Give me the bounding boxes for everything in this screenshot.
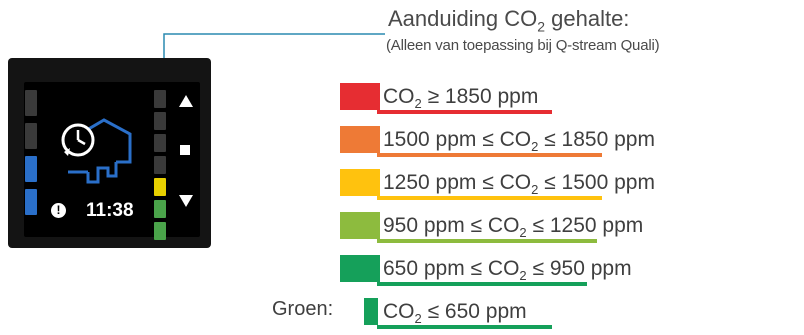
level-underline	[377, 282, 587, 286]
subtitle: (Alleen van toepassing bij Q-stream Qual…	[386, 37, 660, 54]
stop-icon[interactable]	[180, 145, 190, 155]
level-label: CO2 ≥ 1850 ppm	[383, 85, 539, 112]
level-color-swatch	[340, 126, 380, 153]
left-level-bar	[25, 189, 37, 215]
level-color-swatch	[340, 255, 380, 282]
clock-time: 11:38	[86, 200, 134, 221]
right-level-bar	[154, 112, 166, 130]
info-icon: !	[51, 203, 66, 218]
arrow-down-icon[interactable]	[179, 195, 193, 207]
groen-label: Groen:	[272, 298, 334, 320]
right-level-bar	[154, 90, 166, 108]
title: Aanduiding CO2 gehalte:	[388, 6, 630, 35]
level-color-swatch	[340, 83, 380, 110]
level-color-swatch	[340, 169, 380, 196]
level-label: 650 ppm ≤ CO2 ≤ 950 ppm	[383, 257, 632, 284]
level-label: 1500 ppm ≤ CO2 ≤ 1850 ppm	[383, 128, 655, 155]
left-level-bar	[25, 156, 37, 182]
level-underline	[377, 196, 602, 200]
level-underline	[377, 325, 552, 329]
right-level-bar	[154, 200, 166, 218]
level-underline	[377, 239, 597, 243]
right-level-bar	[154, 178, 166, 196]
level-label: CO2 ≤ 650 ppm	[383, 300, 527, 327]
right-level-bar	[154, 134, 166, 152]
level-color-swatch	[364, 298, 378, 325]
level-underline	[377, 110, 552, 114]
level-label: 950 ppm ≤ CO2 ≤ 1250 ppm	[383, 214, 644, 241]
left-level-bar	[25, 123, 37, 149]
left-level-bar	[25, 90, 37, 116]
house-icon	[68, 118, 132, 184]
level-underline	[377, 153, 602, 157]
right-level-bar	[154, 156, 166, 174]
arrow-up-icon[interactable]	[179, 95, 193, 107]
level-label: 1250 ppm ≤ CO2 ≤ 1500 ppm	[383, 171, 655, 198]
clock-house-icon	[61, 118, 132, 184]
clock-icon	[61, 123, 95, 157]
level-color-swatch	[340, 212, 380, 239]
right-level-bar	[154, 222, 166, 240]
